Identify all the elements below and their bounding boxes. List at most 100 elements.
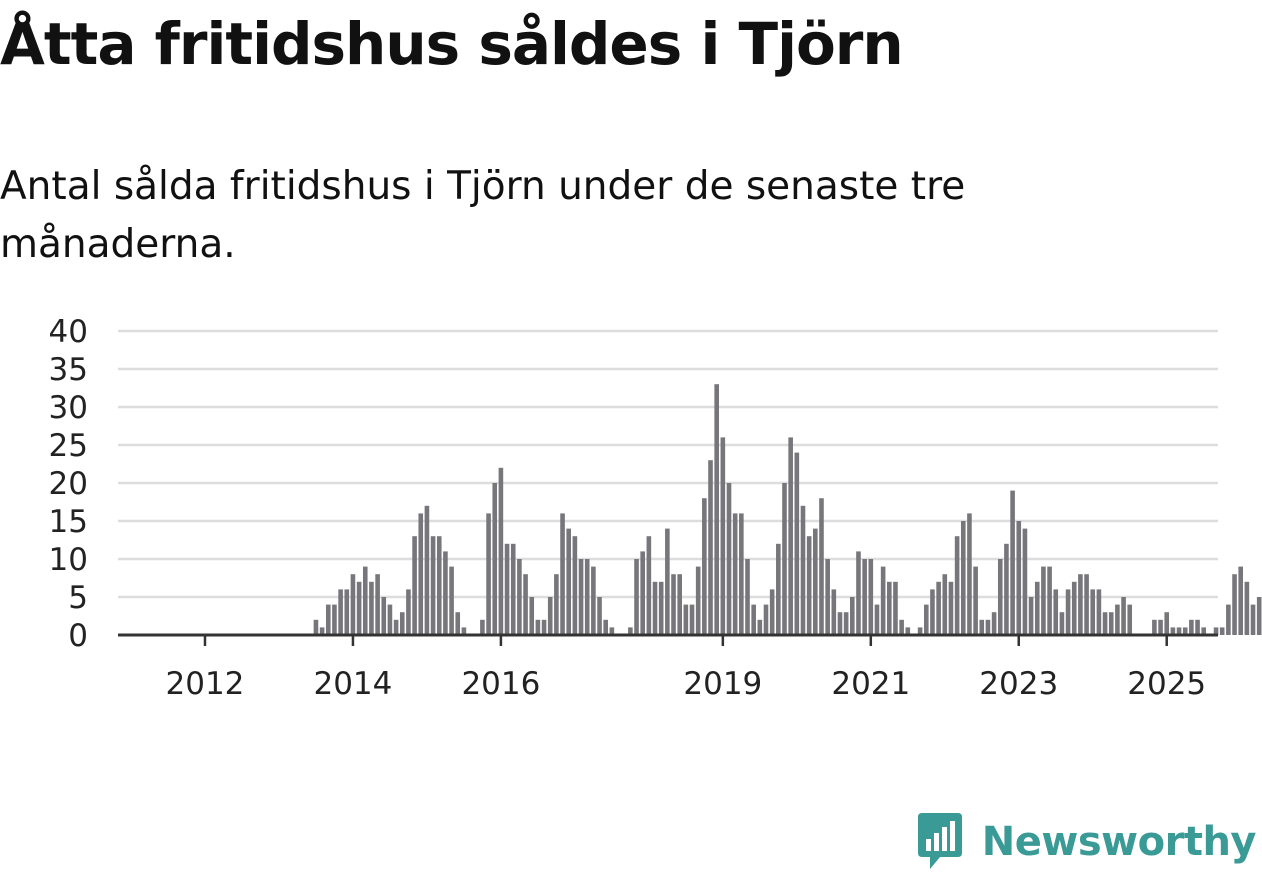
bar — [1256, 597, 1262, 635]
bar — [560, 513, 565, 635]
bar — [763, 604, 769, 635]
bar — [510, 543, 516, 635]
bar — [1090, 589, 1096, 635]
bar — [406, 589, 411, 635]
bar — [603, 619, 608, 635]
bar — [1250, 604, 1256, 635]
bar — [646, 536, 652, 635]
bar — [776, 543, 781, 635]
bar — [868, 559, 874, 635]
bar — [418, 513, 424, 635]
bar — [399, 612, 405, 635]
bar — [899, 619, 904, 635]
bar — [1182, 627, 1188, 635]
bar — [954, 536, 960, 635]
bar — [732, 513, 738, 635]
bar — [1084, 574, 1089, 635]
y-tick-label: 40 — [49, 314, 88, 350]
bar — [788, 437, 793, 635]
bar — [578, 559, 584, 635]
bar — [1041, 566, 1046, 635]
bar — [640, 551, 645, 635]
bar — [831, 589, 837, 635]
bar — [936, 581, 941, 635]
bar — [825, 559, 830, 635]
bar — [1201, 627, 1207, 635]
bar — [1071, 581, 1077, 635]
bar — [967, 513, 972, 635]
bar — [665, 528, 670, 635]
bar — [319, 627, 325, 635]
bar — [1170, 627, 1176, 635]
bar — [930, 589, 935, 635]
y-tick-label: 15 — [49, 504, 88, 540]
bar — [960, 521, 966, 635]
bar — [517, 559, 522, 635]
bar — [504, 543, 510, 635]
bar — [714, 384, 719, 635]
bar — [1213, 627, 1219, 635]
bar — [387, 604, 393, 635]
bar — [1028, 597, 1034, 635]
x-tick-label: 2016 — [461, 666, 540, 702]
bar — [1158, 619, 1163, 635]
bar — [1127, 604, 1133, 635]
bar — [751, 604, 756, 635]
y-tick-label: 20 — [49, 466, 88, 502]
bar — [1232, 574, 1237, 635]
y-tick-label: 5 — [68, 580, 88, 616]
bar — [923, 604, 929, 635]
bar — [702, 498, 707, 635]
bar — [1244, 581, 1250, 635]
x-tick-label: 2014 — [313, 666, 392, 702]
bar — [597, 597, 602, 635]
bar — [837, 612, 843, 635]
y-tick-label: 0 — [68, 618, 88, 654]
bar — [1164, 612, 1170, 635]
bar — [1010, 490, 1015, 635]
chart-subtitle: Antal sålda fritidshus i Tjörn under de … — [0, 164, 966, 267]
bar — [769, 589, 775, 635]
bar-chart: 0510152025303540820122014201620192021202… — [49, 314, 1262, 702]
bar — [498, 467, 504, 635]
y-tick-label: 35 — [49, 352, 88, 388]
bar — [325, 604, 331, 635]
bar — [436, 536, 442, 635]
bar — [529, 597, 535, 635]
bar — [905, 627, 911, 635]
bar — [1053, 589, 1059, 635]
bar — [856, 551, 861, 635]
bar — [1022, 528, 1028, 635]
bar — [997, 559, 1003, 635]
bar — [893, 581, 898, 635]
bar — [874, 604, 880, 635]
bar — [652, 581, 658, 635]
bar — [356, 581, 362, 635]
bar — [369, 581, 374, 635]
x-tick-label: 2025 — [1127, 666, 1206, 702]
bar — [695, 566, 701, 635]
bar — [492, 483, 498, 635]
bar — [449, 566, 454, 635]
bar — [523, 574, 528, 635]
bar — [1004, 543, 1009, 635]
x-tick-label: 2021 — [831, 666, 910, 702]
bar — [332, 604, 337, 635]
x-tick-label: 2019 — [683, 666, 762, 702]
bar — [375, 574, 380, 635]
bar — [344, 589, 350, 635]
bar — [566, 528, 572, 635]
bar — [628, 627, 633, 635]
bar — [985, 619, 991, 635]
bar — [745, 559, 750, 635]
bar — [942, 574, 948, 635]
bar — [973, 566, 978, 635]
bar — [1115, 604, 1120, 635]
x-tick-label: 2012 — [166, 666, 245, 702]
bar — [412, 536, 417, 635]
bar — [806, 536, 812, 635]
bar — [486, 513, 491, 635]
bar — [350, 574, 356, 635]
bar — [393, 619, 399, 635]
y-tick-label: 30 — [49, 390, 88, 426]
